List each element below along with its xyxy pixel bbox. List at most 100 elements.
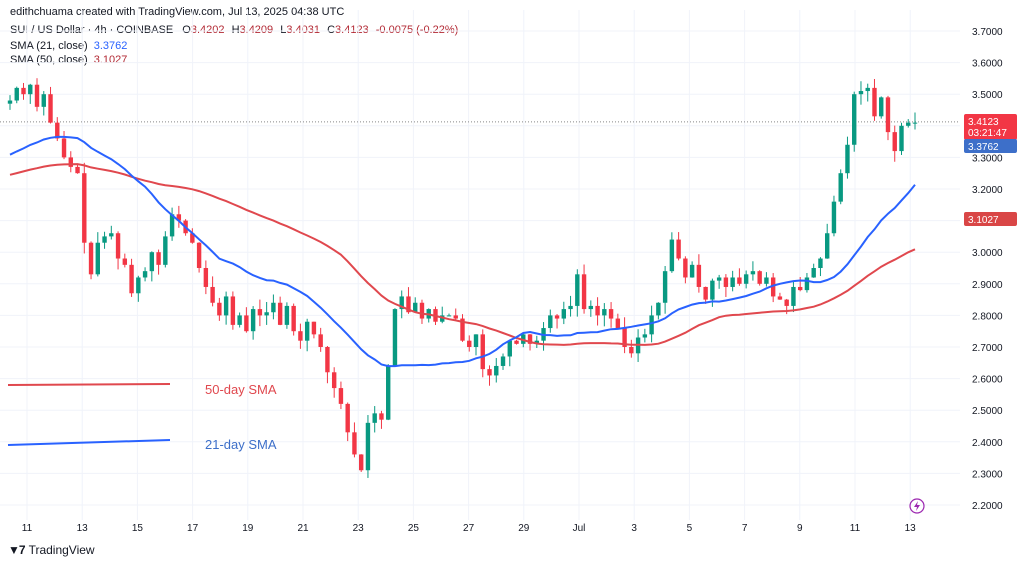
candle-body (277, 302, 283, 325)
candle (588, 300, 594, 317)
candle-body (406, 296, 411, 313)
candle-body (237, 315, 242, 325)
candle (176, 205, 182, 228)
candle (136, 275, 141, 302)
x-tick-label: 3 (631, 523, 637, 534)
candle (386, 364, 391, 421)
y-tick-label: 2.5000 (972, 406, 1003, 417)
candle-body (264, 312, 269, 316)
candle (358, 454, 364, 472)
candle-body (548, 315, 553, 329)
candle-body (365, 422, 371, 471)
candle-body (386, 365, 391, 420)
candle (568, 295, 573, 317)
candle (764, 272, 769, 287)
candle (190, 228, 195, 244)
candle-body (662, 271, 668, 303)
candle (210, 276, 215, 307)
candle-body (649, 315, 654, 335)
candle-body (575, 274, 580, 306)
x-tick-label: 5 (687, 523, 693, 534)
candle (142, 267, 148, 282)
candle-body (75, 166, 80, 174)
tradingview-brand[interactable]: ▼7 TradingView (8, 543, 95, 557)
candle (676, 232, 681, 261)
open-value: 3.4202 (190, 24, 225, 36)
candle-body (55, 122, 60, 139)
candle-body (588, 305, 594, 310)
candle (831, 195, 837, 237)
x-tick-label: Jul (573, 523, 586, 534)
candle-body (906, 122, 911, 126)
candle-body (615, 318, 621, 329)
candle-body (885, 97, 891, 133)
candle (885, 95, 891, 141)
candle (595, 297, 600, 326)
candle (906, 119, 911, 128)
x-tick-label: 11 (22, 523, 33, 534)
candle (811, 263, 816, 278)
candle-body (48, 94, 53, 123)
lightning-icon[interactable] (909, 498, 925, 514)
candle-body (473, 334, 479, 347)
candle-body (392, 309, 398, 366)
candle-body (831, 201, 837, 234)
sma50-price-tag: 3.1027 (964, 212, 1017, 226)
symbol-label: SUI / US Dollar · 4h · COINBASE (10, 24, 174, 36)
candle (75, 164, 80, 174)
candle-body (352, 432, 357, 455)
candle (703, 286, 708, 304)
chart-attribution: edithchuama created with TradingView.com… (10, 6, 345, 18)
candle (730, 270, 735, 292)
candle (338, 381, 344, 410)
candle (662, 265, 668, 314)
candle-body (838, 173, 843, 202)
sma21-legend: SMA (21, close) 3.3762 (10, 40, 127, 52)
candle (845, 136, 850, 179)
candle (271, 294, 276, 320)
x-tick-label: 7 (742, 523, 748, 534)
candle-body (777, 296, 783, 300)
candle (244, 307, 249, 333)
candle-body (757, 271, 762, 284)
candle (88, 241, 94, 280)
candle-body (21, 87, 26, 95)
y-tick-label: 2.7000 (972, 343, 1003, 354)
candle (365, 415, 371, 478)
candle-body (109, 233, 114, 237)
candle (514, 339, 519, 345)
low-label: L (280, 24, 287, 36)
candle (858, 81, 864, 105)
candle-body (689, 264, 695, 278)
candle-body (622, 328, 627, 347)
candle (879, 96, 884, 119)
candle-body (379, 413, 384, 420)
candle (865, 83, 870, 102)
candle-body (82, 173, 87, 243)
candle-body (291, 305, 296, 332)
time-axis: 11 13 15 17 19 21 23 25 27 29 Jul 3 5 7 9 11 13 (22, 523, 916, 534)
candle-body (750, 271, 756, 275)
candle-body (723, 277, 729, 287)
candle (122, 253, 128, 268)
sma50-annotation-text: 50-day SMA (205, 382, 277, 397)
candle (818, 257, 823, 277)
y-tick-label: 3.6000 (972, 59, 1003, 70)
candle-body (413, 302, 418, 313)
x-tick-label: 19 (242, 523, 254, 534)
candle (379, 410, 384, 429)
candle (102, 231, 107, 249)
candle-body (676, 239, 681, 259)
y-tick-label: 3.2000 (972, 185, 1003, 196)
candle-body (879, 97, 884, 117)
candle-body (399, 296, 404, 310)
candle-body (797, 286, 803, 291)
candle (757, 270, 762, 286)
candle-body (568, 305, 573, 310)
candle (460, 314, 465, 342)
candle-body (318, 334, 323, 347)
candle-body (311, 321, 317, 335)
open-label: O (182, 24, 191, 36)
x-tick-label: 15 (132, 523, 144, 534)
